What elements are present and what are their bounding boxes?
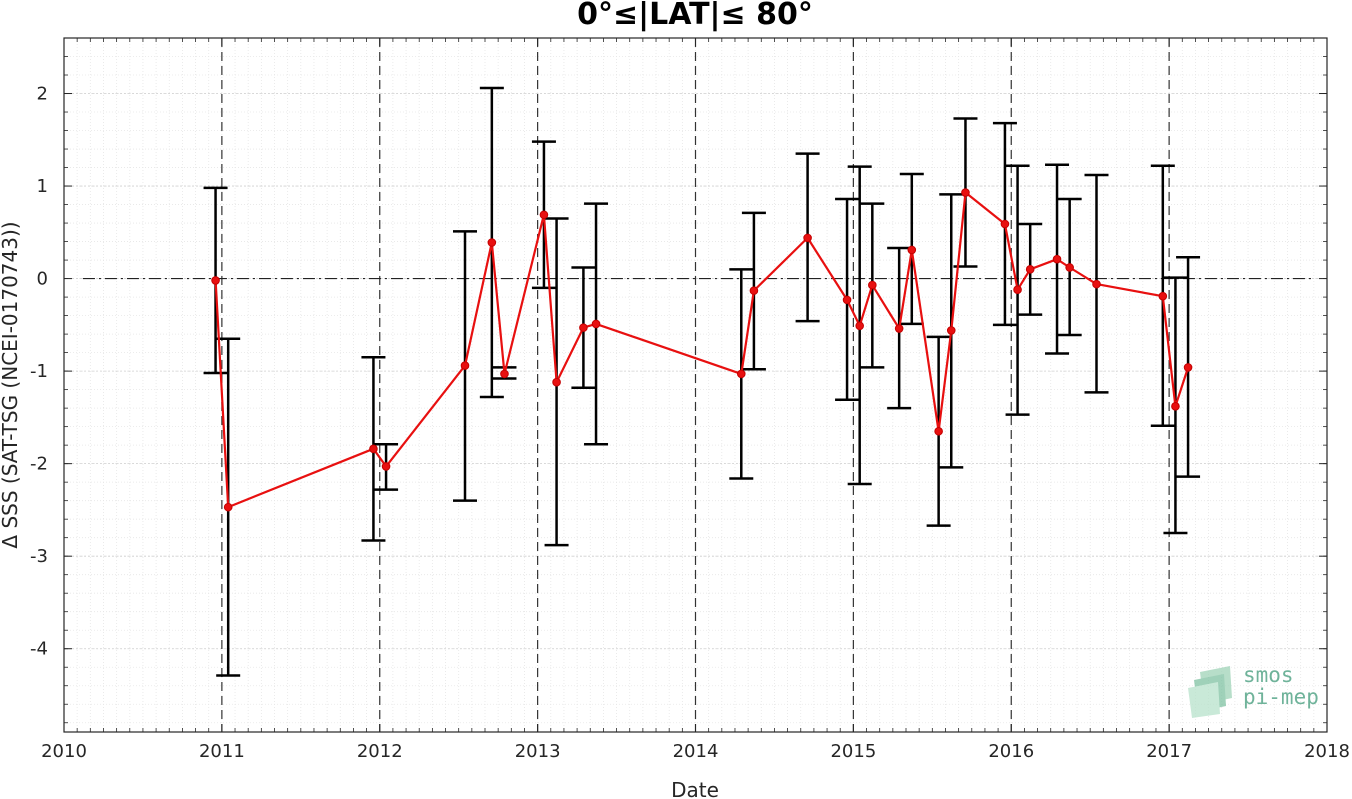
data-point: [736, 369, 746, 379]
data-point: [1092, 279, 1101, 289]
data-point: [934, 426, 943, 436]
x-tick-label: 2013: [515, 741, 561, 762]
data-point: [894, 324, 904, 333]
minor-grid: [63, 38, 1328, 732]
data-point: [500, 369, 509, 379]
data-point: [803, 233, 812, 243]
data-point: [1013, 285, 1022, 294]
data-points: [211, 188, 1193, 512]
x-tick-label: 2012: [357, 741, 403, 762]
chart-title: 0°≤|LAT|≤ 80°: [577, 0, 813, 32]
data-point: [855, 321, 864, 331]
watermark-line-2: pi-mep: [1243, 685, 1319, 709]
x-tick-label: 2017: [1146, 741, 1192, 762]
x-tick-label: 2011: [199, 741, 245, 762]
data-point: [1000, 219, 1010, 229]
data-point: [907, 245, 917, 255]
data-point: [223, 502, 233, 512]
data-point: [591, 319, 601, 329]
y-tick-label: 1: [37, 176, 48, 197]
data-point: [1158, 291, 1168, 301]
x-axis-label: Date: [671, 778, 719, 799]
data-point: [1052, 254, 1062, 264]
major-grid: [64, 93, 1327, 650]
x-tick-label: 2014: [673, 741, 719, 762]
x-tick-label: 2010: [41, 741, 87, 762]
data-point: [369, 444, 378, 454]
axis-ticks: [63, 38, 1328, 732]
smos-pi-mep-logo-icon: [1188, 666, 1232, 718]
y-tick-label: 2: [37, 84, 48, 105]
data-point: [552, 377, 561, 387]
watermark-text: smos pi-mep: [1243, 664, 1319, 708]
data-point: [946, 326, 956, 335]
data-point: [1183, 363, 1193, 372]
watermark-line-1: smos: [1243, 663, 1294, 687]
y-axis-label: Δ SSS (SAT-TSG (NCEI-0170743)): [0, 221, 22, 548]
x-tick-label: 2015: [830, 741, 876, 762]
data-point: [539, 210, 549, 220]
y-tick-label: -2: [30, 454, 48, 475]
data-point: [842, 295, 852, 305]
data-point: [487, 238, 497, 247]
data-point: [1025, 265, 1035, 274]
data-point: [961, 188, 970, 197]
data-point: [749, 286, 759, 295]
data-point: [868, 280, 877, 290]
y-tick-labels: 2 1 0 -1 -2 -3 -4: [30, 84, 48, 660]
data-point: [579, 323, 588, 332]
x-tick-label: 2018: [1304, 741, 1350, 762]
y-tick-label: 0: [37, 269, 48, 290]
y-tick-label: -4: [30, 639, 48, 660]
year-lines: [221, 38, 1170, 732]
data-point: [460, 361, 470, 370]
data-point: [1171, 401, 1180, 411]
data-point: [1065, 263, 1074, 272]
y-tick-label: -3: [30, 546, 48, 567]
y-tick-label: -1: [30, 361, 48, 382]
data-point: [211, 276, 220, 285]
x-tick-label: 2016: [988, 741, 1034, 762]
data-point: [381, 462, 391, 471]
x-tick-labels: 2010 2011 2012 2013 2014 2015 2016 2017 2018: [41, 741, 1350, 762]
